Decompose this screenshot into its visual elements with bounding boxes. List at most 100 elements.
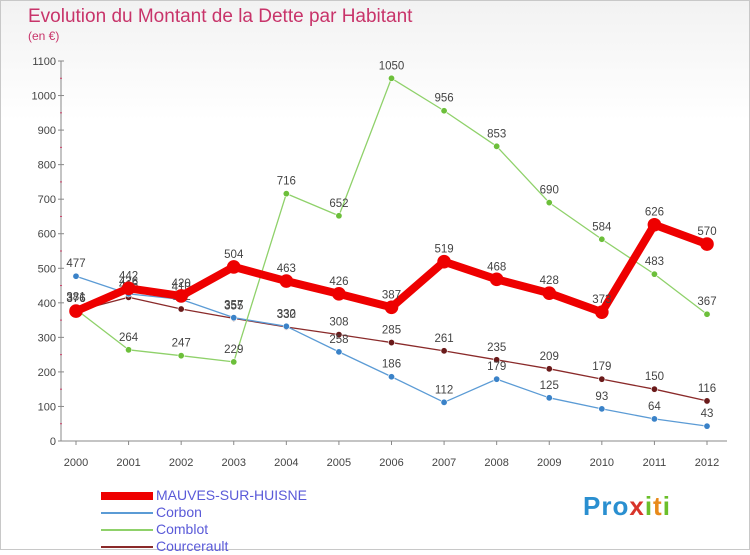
data-point-courcerault xyxy=(650,385,658,393)
data-point-comblot xyxy=(230,358,238,366)
chart-legend: MAUVES-SUR-HUISNE Corbon Comblot Courcer… xyxy=(101,487,421,555)
data-point-courcerault xyxy=(440,347,448,355)
data-label-courcerault: 179 xyxy=(592,361,611,373)
data-point-comblot xyxy=(177,352,185,360)
data-point-comblot xyxy=(598,235,606,243)
x-tick-label: 2009 xyxy=(537,457,561,469)
data-label-corbon: 357 xyxy=(224,300,243,312)
data-label-comblot: 483 xyxy=(645,256,664,268)
data-label-courcerault: 235 xyxy=(487,342,506,354)
data-label-courcerault: 261 xyxy=(434,333,453,345)
data-label-courcerault: 376 xyxy=(66,293,85,305)
data-label-comblot: 247 xyxy=(172,338,191,350)
data-label-comblot: 690 xyxy=(540,185,559,197)
data-point-comblot xyxy=(440,107,448,115)
legend-item-corbon: Corbon xyxy=(101,504,421,521)
data-label-courcerault: 308 xyxy=(329,317,348,329)
x-tick-label: 2006 xyxy=(379,457,403,469)
data-label-mauves-sur-huisne: 519 xyxy=(434,244,453,256)
data-point-corbon xyxy=(282,322,290,330)
x-tick-label: 2004 xyxy=(274,457,298,469)
data-label-mauves-sur-huisne: 426 xyxy=(329,276,348,288)
data-label-comblot: 956 xyxy=(434,93,453,105)
data-label-mauves-sur-huisne: 626 xyxy=(645,207,664,219)
data-label-comblot: 229 xyxy=(224,344,243,356)
x-tick-label: 2005 xyxy=(327,457,351,469)
data-point-comblot xyxy=(703,310,711,318)
data-point-comblot xyxy=(335,212,343,220)
x-tick-label: 2000 xyxy=(64,457,88,469)
data-label-mauves-sur-huisne: 504 xyxy=(224,249,244,261)
data-point-corbon xyxy=(493,375,501,383)
data-label-courcerault: 150 xyxy=(645,371,664,383)
data-label-mauves-sur-huisne: 570 xyxy=(697,226,716,238)
legend-label-corbon: Corbon xyxy=(156,504,202,520)
x-tick-label: 2008 xyxy=(484,457,508,469)
series-line-comblot xyxy=(75,77,708,363)
data-point-mauves-sur-huisne xyxy=(174,289,188,303)
data-point-comblot xyxy=(650,270,658,278)
data-label-corbon: 186 xyxy=(382,359,401,371)
legend-swatch-corbon xyxy=(101,511,153,514)
data-label-comblot: 652 xyxy=(329,198,348,210)
data-point-corbon xyxy=(335,348,343,356)
x-tick-label: 2007 xyxy=(432,457,456,469)
x-tick-label: 2012 xyxy=(695,457,719,469)
data-point-mauves-sur-huisne xyxy=(384,300,399,315)
data-point-courcerault xyxy=(335,331,343,339)
y-tick-label: 100 xyxy=(38,401,56,413)
data-label-mauves-sur-huisne: 373 xyxy=(592,294,611,306)
x-tick-label: 2011 xyxy=(643,457,667,469)
data-label-mauves-sur-huisne: 463 xyxy=(277,263,296,275)
y-tick-label: 500 xyxy=(38,263,56,275)
legend-item-comblot: Comblot xyxy=(101,521,421,538)
legend-item-mauves: MAUVES-SUR-HUISNE xyxy=(101,487,421,504)
y-tick-label: 1000 xyxy=(32,91,56,103)
data-label-comblot: 716 xyxy=(277,176,296,188)
data-label-mauves-sur-huisne: 442 xyxy=(119,270,138,282)
legend-swatch-courcerault xyxy=(101,545,153,548)
data-label-mauves-sur-huisne: 376 xyxy=(66,293,85,305)
data-point-mauves-sur-huisne xyxy=(121,281,136,296)
data-label-corbon: 43 xyxy=(701,408,714,420)
data-label-comblot: 1050 xyxy=(379,60,405,72)
data-point-mauves-sur-huisne xyxy=(437,254,451,269)
data-point-courcerault xyxy=(177,305,185,313)
data-point-corbon xyxy=(440,398,448,406)
data-point-comblot xyxy=(493,142,501,150)
data-point-mauves-sur-huisne xyxy=(226,260,241,274)
data-point-corbon xyxy=(545,394,553,402)
data-label-mauves-sur-huisne: 387 xyxy=(382,289,401,301)
data-label-courcerault: 355 xyxy=(224,300,243,312)
y-tick-label: 200 xyxy=(38,367,56,379)
data-label-corbon: 112 xyxy=(435,384,453,396)
data-point-mauves-sur-huisne xyxy=(700,237,714,251)
data-point-courcerault xyxy=(387,339,395,347)
data-point-corbon xyxy=(72,272,80,280)
x-tick-label: 2010 xyxy=(590,457,614,469)
chart-subtitle: (en €) xyxy=(28,29,60,43)
data-point-corbon xyxy=(598,405,606,413)
legend-label-courcerault: Courcerault xyxy=(156,538,229,554)
proxiti-logo: Proxiti xyxy=(583,491,671,521)
legend-label-comblot: Comblot xyxy=(156,521,209,537)
y-tick-label: 800 xyxy=(38,160,56,172)
chart-title: Evolution du Montant de la Dette par Hab… xyxy=(28,6,413,27)
data-label-courcerault: 285 xyxy=(382,325,401,337)
x-tick-label: 2002 xyxy=(169,457,193,469)
data-point-corbon xyxy=(650,415,658,423)
data-label-corbon: 64 xyxy=(648,401,661,413)
data-point-courcerault xyxy=(703,397,711,405)
data-label-comblot: 264 xyxy=(119,332,139,344)
data-point-courcerault xyxy=(545,365,553,373)
data-label-corbon: 125 xyxy=(540,380,559,392)
data-label-courcerault: 330 xyxy=(277,309,296,321)
data-point-corbon xyxy=(387,373,395,381)
data-label-comblot: 381 xyxy=(66,291,85,303)
data-label-courcerault: 116 xyxy=(698,383,716,395)
data-point-mauves-sur-huisne xyxy=(595,305,609,319)
data-point-mauves-sur-huisne xyxy=(647,217,662,232)
data-point-mauves-sur-huisne xyxy=(332,287,346,301)
